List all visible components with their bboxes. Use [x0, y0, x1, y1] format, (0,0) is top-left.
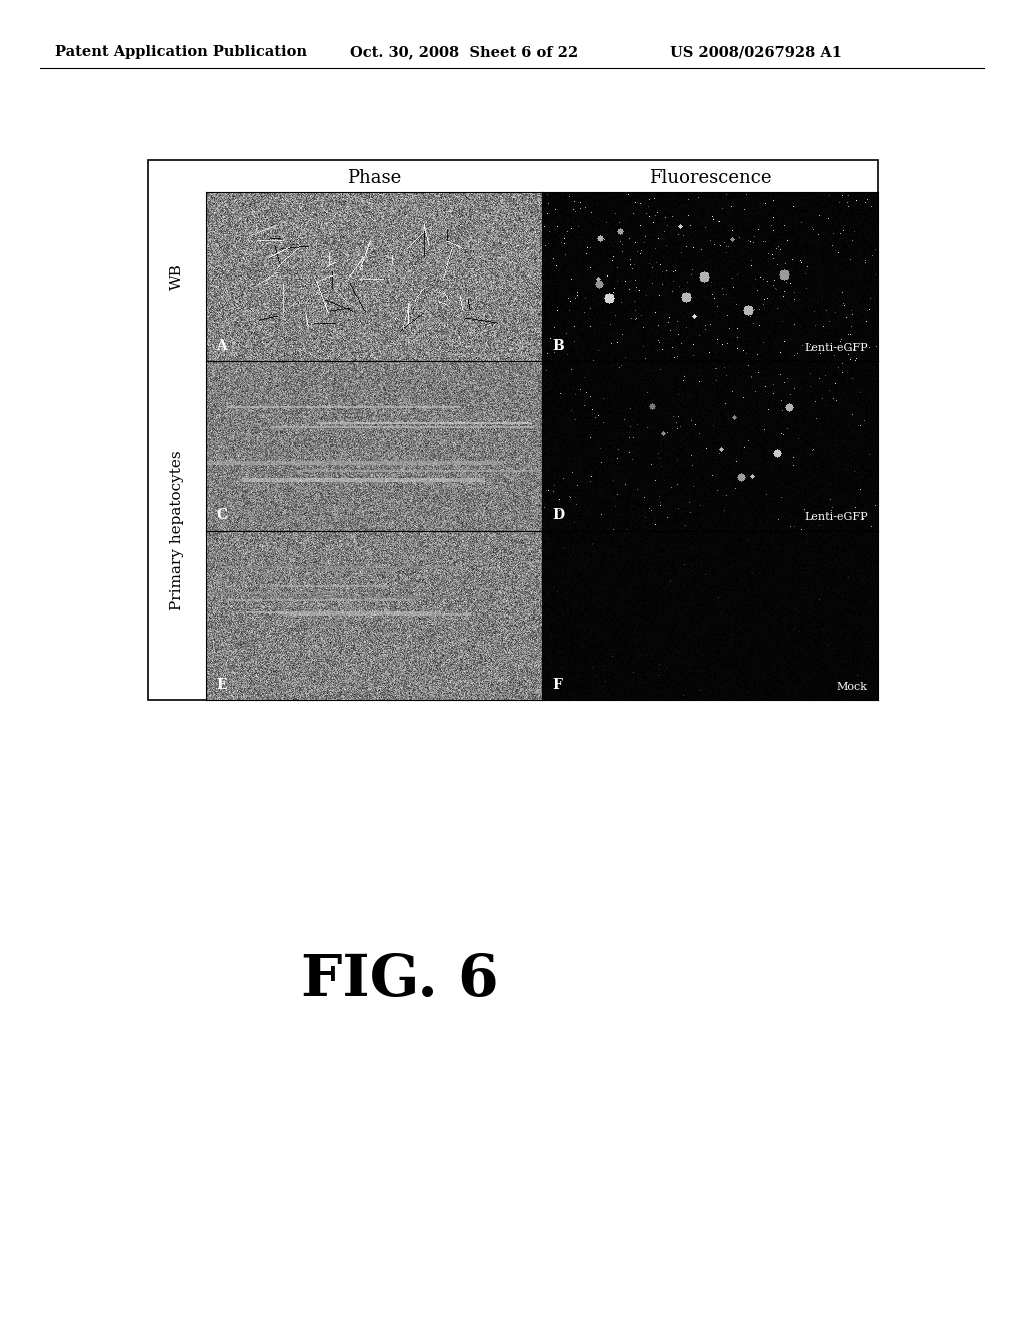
- Text: US 2008/0267928 A1: US 2008/0267928 A1: [670, 45, 842, 59]
- Text: Patent Application Publication: Patent Application Publication: [55, 45, 307, 59]
- Text: D: D: [552, 508, 564, 523]
- Text: F: F: [552, 677, 562, 692]
- Text: Phase: Phase: [347, 169, 401, 186]
- Text: FIG. 6: FIG. 6: [301, 952, 499, 1008]
- Text: B: B: [552, 339, 564, 352]
- Text: E: E: [216, 677, 226, 692]
- Bar: [148, 160, 878, 700]
- Text: Mock: Mock: [837, 681, 868, 692]
- Text: Fluorescence: Fluorescence: [649, 169, 771, 186]
- Text: Lenti-eGFP: Lenti-eGFP: [804, 343, 868, 352]
- Text: Primary hepatocytes: Primary hepatocytes: [170, 451, 184, 610]
- Text: Lenti-eGFP: Lenti-eGFP: [804, 512, 868, 523]
- Text: Oct. 30, 2008  Sheet 6 of 22: Oct. 30, 2008 Sheet 6 of 22: [350, 45, 579, 59]
- Text: A: A: [216, 339, 227, 352]
- Text: C: C: [216, 508, 227, 523]
- Text: WB: WB: [170, 263, 184, 290]
